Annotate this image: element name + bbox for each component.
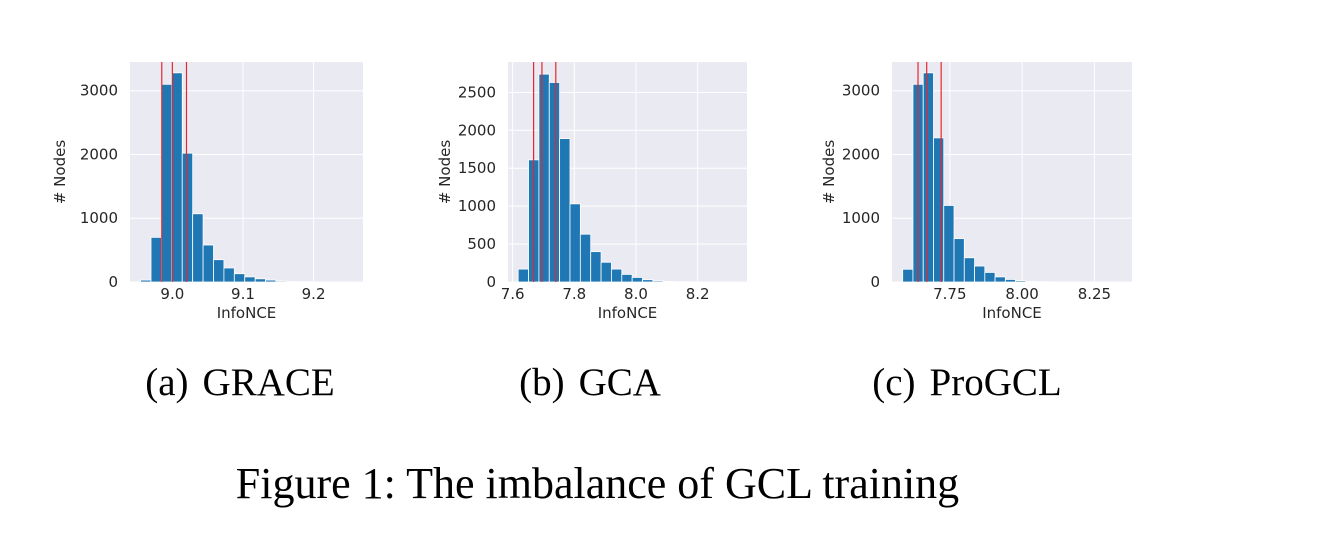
histogram-bar	[1004, 279, 1017, 283]
histogram-bar	[600, 261, 612, 283]
histogram-bar	[244, 276, 256, 283]
histogram-bar	[161, 83, 173, 283]
x-tick-label: 7.8	[562, 285, 586, 303]
histogram-bar	[631, 277, 643, 283]
subcaption-name: ProGCL	[929, 361, 1062, 404]
histogram-bar	[611, 268, 623, 283]
y-tick-label: 1000	[80, 209, 118, 227]
histogram-bar	[223, 267, 235, 283]
figure-caption: Figure 1: The imbalance of GCL training	[235, 459, 960, 508]
y-tick-label: 1000	[458, 197, 496, 215]
histogram-chart-progcl: 7.75 8.00 8.25 0 1000 2000 3000 InfoNCE # Nodes	[820, 62, 1132, 322]
histogram-bar	[202, 244, 214, 283]
x-tick-label: 9.2	[302, 285, 326, 303]
histogram-bar	[943, 205, 955, 283]
histogram-bar	[1025, 280, 1037, 283]
histogram-bar	[538, 73, 550, 283]
subcaption-label: (b)	[519, 361, 565, 404]
histogram-bar	[569, 203, 581, 283]
y-tick-label: 2000	[80, 145, 118, 163]
x-tick-label: 7.6	[501, 285, 525, 303]
y-tick-label: 2000	[458, 121, 496, 139]
y-axis-label: # Nodes	[51, 140, 69, 204]
histogram-bar	[150, 236, 162, 283]
x-axis-label: InfoNCE	[982, 304, 1042, 322]
subcaption-grace: (a) GRACE	[40, 360, 440, 405]
y-tick-label: 2000	[842, 145, 880, 163]
y-tick-label: 1000	[842, 209, 880, 227]
histogram-bar	[963, 257, 975, 283]
subcaption-label: (c)	[872, 361, 916, 404]
histogram-bar	[548, 82, 561, 283]
histogram-bar	[1015, 280, 1027, 283]
histogram-bar	[652, 280, 664, 283]
y-tick-label: 0	[870, 273, 880, 291]
y-tick-label: 500	[467, 235, 496, 253]
histogram-bar	[642, 279, 654, 283]
x-tick-label: 9.0	[160, 285, 184, 303]
subcaption-label: (a)	[145, 361, 189, 404]
subcaption-progcl: (c) ProGCL	[767, 360, 1167, 405]
subcaption-gca: (b) GCA	[390, 360, 790, 405]
histogram-bar	[621, 274, 633, 283]
x-tick-label: 8.00	[1005, 285, 1038, 303]
histogram-bar	[233, 273, 246, 283]
histogram-bar	[275, 280, 287, 283]
histogram-bar	[181, 152, 194, 283]
histogram-bar	[213, 259, 225, 283]
y-tick-label: 1500	[458, 159, 496, 177]
histogram-panel-gca: 7.6 7.8 8.0 8.2 0 500 1000 1500 2000 2500 InfoNCE #…	[385, 0, 785, 404]
histogram-bar	[933, 137, 945, 283]
histogram-chart-gca: 7.6 7.8 8.0 8.2 0 500 1000 1500 2000 2500 InfoNCE #…	[436, 62, 747, 322]
histogram-bar	[254, 278, 266, 283]
x-axis-label: InfoNCE	[598, 304, 658, 322]
x-tick-label: 9.1	[231, 285, 255, 303]
histogram-bar	[902, 268, 914, 283]
subcaption-name: GCA	[578, 361, 661, 404]
histogram-chart-grace: 9.0 9.1 9.2 0 1000 2000 3000 InfoNCE # Nodes	[51, 62, 363, 322]
histogram-bar	[171, 72, 183, 283]
y-axis-label: # Nodes	[436, 140, 454, 204]
x-tick-label: 7.75	[933, 285, 966, 303]
y-tick-label: 3000	[80, 82, 118, 100]
histogram-bar	[559, 138, 571, 283]
histogram-bar	[994, 276, 1006, 283]
histogram-bar	[140, 279, 152, 283]
y-tick-label: 2500	[458, 83, 496, 101]
y-tick-label: 0	[486, 273, 496, 291]
x-tick-label: 8.25	[1078, 285, 1111, 303]
histogram-bar	[285, 281, 298, 283]
histogram-panel-grace: 9.0 9.1 9.2 0 1000 2000 3000 InfoNCE # Nodes (a)…	[0, 0, 400, 404]
histogram-bar	[590, 251, 602, 283]
histogram-bar	[579, 233, 592, 283]
histogram-bar	[517, 268, 529, 283]
histogram-bar	[953, 238, 965, 283]
x-tick-label: 8.0	[624, 285, 648, 303]
histogram-bar	[662, 280, 675, 283]
subcaption-name: GRACE	[202, 361, 335, 404]
y-tick-label: 3000	[842, 82, 880, 100]
histogram-panel-progcl: 7.75 8.00 8.25 0 1000 2000 3000 InfoNCE # Nodes …	[769, 0, 1169, 404]
histogram-bar	[265, 279, 277, 283]
histogram-bar	[922, 72, 934, 283]
y-tick-label: 0	[108, 273, 118, 291]
histogram-bar	[974, 265, 986, 283]
x-tick-label: 8.2	[686, 285, 710, 303]
histogram-bar	[984, 272, 996, 283]
y-axis-label: # Nodes	[820, 140, 838, 204]
x-axis-label: InfoNCE	[217, 304, 277, 322]
histogram-bar	[192, 213, 204, 283]
